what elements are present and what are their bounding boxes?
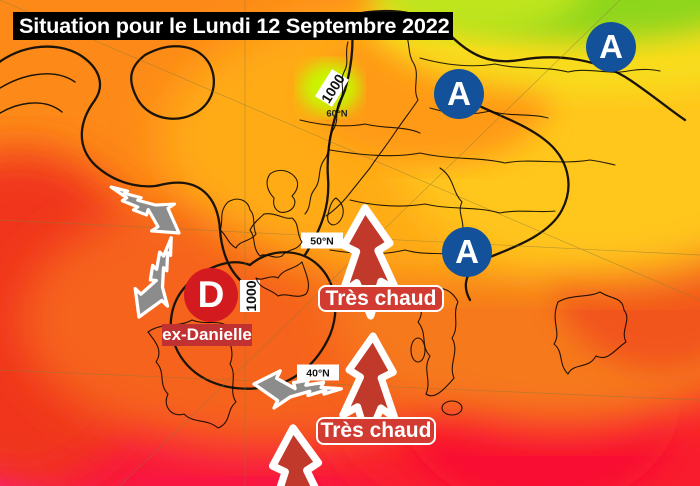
svg-text:D: D — [198, 274, 225, 315]
svg-text:A: A — [455, 233, 479, 270]
svg-text:A: A — [599, 28, 623, 65]
svg-text:A: A — [447, 75, 471, 112]
